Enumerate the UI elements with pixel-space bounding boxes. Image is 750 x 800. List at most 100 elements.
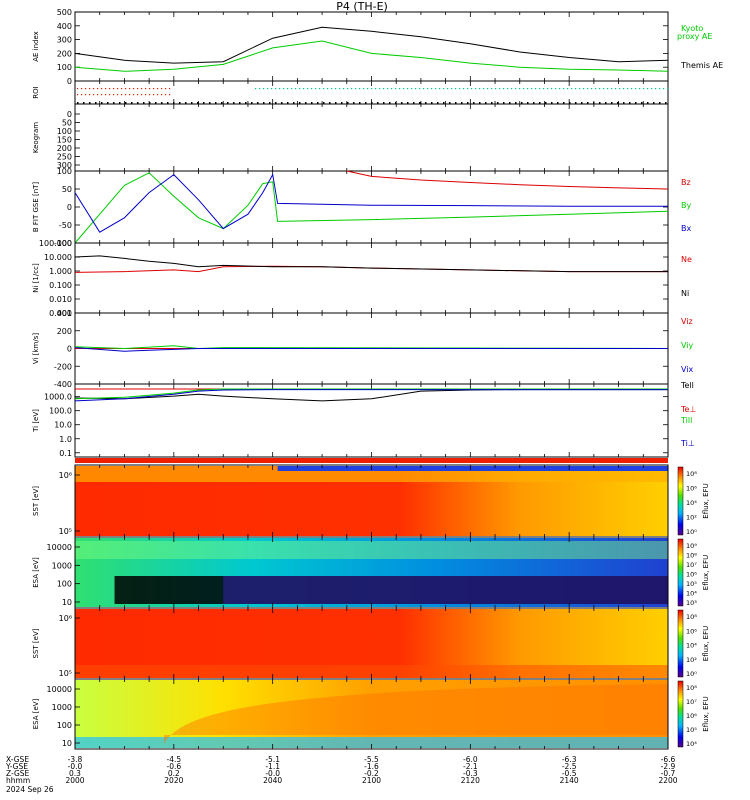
colorbar-gradient [677, 466, 684, 536]
roi-marker [291, 88, 293, 90]
y-tick-label: 10 [62, 598, 72, 607]
roi-marker [239, 102, 241, 104]
roi-marker [173, 102, 175, 104]
legend-ti-: Ti⊥ [680, 439, 695, 448]
roi-marker [431, 88, 433, 90]
y-axis-label: ESA [eV] [32, 557, 40, 588]
y-tick-label: 10⁶ [59, 471, 72, 480]
roi-marker [221, 102, 223, 104]
ephemeris-value: 2020 [164, 776, 183, 785]
roi-marker [555, 88, 557, 90]
colorbar-label: Eflux, EFU [702, 555, 710, 590]
esa-electron-high-band [75, 541, 668, 559]
roi-marker [89, 88, 91, 90]
roi-marker [619, 88, 621, 90]
roi-marker [583, 88, 585, 90]
roi-marker [77, 94, 79, 96]
roi-marker [443, 102, 445, 104]
y-tick-label: 10.0 [54, 421, 72, 430]
series-kyoto-proxy-ae [74, 40, 669, 72]
legend-kyoto-proxy-ae-2: proxy AE [677, 32, 712, 41]
roi-marker [467, 88, 469, 90]
roi-marker [149, 94, 151, 96]
roi-marker [475, 88, 477, 90]
ephemeris-value: 0.2 [168, 769, 180, 778]
y-tick-label: 1.0 [59, 435, 72, 444]
colorbar-tick-label: 10³ [686, 599, 697, 607]
roi-marker [569, 102, 571, 104]
ephemeris-value: -0.2 [364, 769, 379, 778]
roi-marker [419, 88, 421, 90]
roi-marker [387, 88, 389, 90]
roi-marker [113, 88, 115, 90]
roi-marker [153, 88, 155, 90]
roi-marker [485, 102, 487, 104]
colorbar-tick-label: 10⁸ [686, 613, 697, 621]
roi-marker [153, 94, 155, 96]
series-themis-ae [74, 26, 669, 64]
roi-marker [293, 102, 295, 104]
esa-ion-hot-population [163, 684, 668, 744]
roi-marker [145, 94, 147, 96]
y-tick-label: 0.010 [49, 295, 72, 304]
ephemeris-value: -3.8 [68, 755, 83, 764]
roi-marker [665, 102, 667, 104]
roi-marker [459, 88, 461, 90]
colorbar-label: Eflux, EFU [702, 483, 710, 518]
y-tick-label: -400 [54, 380, 72, 389]
roi-marker [335, 88, 337, 90]
legend-te-: Te⊥ [680, 405, 696, 414]
roi-marker [149, 102, 151, 104]
roi-marker [341, 102, 343, 104]
roi-marker [605, 102, 607, 104]
ephemeris-value: -0.7 [661, 769, 676, 778]
colorbar-tick-label: 10⁶ [686, 712, 697, 720]
roi-marker [379, 88, 381, 90]
roi-marker [581, 102, 583, 104]
y-tick-label: 10000 [47, 543, 72, 552]
roi-marker [623, 102, 625, 104]
roi-marker [521, 102, 523, 104]
ephemeris-value: -5.1 [265, 755, 280, 764]
roi-marker [595, 88, 597, 90]
roi-marker [129, 94, 131, 96]
roi-marker [101, 94, 103, 96]
ephemeris-value: -2.9 [661, 762, 676, 771]
y-tick-label: 0 [67, 77, 72, 86]
roi-marker [185, 102, 187, 104]
roi-marker [407, 88, 409, 90]
y-tick-label: 100 [57, 721, 72, 730]
colorbar-tick-label: 10⁴ [686, 499, 697, 507]
plot-title: P4 (TH-E) [336, 0, 388, 13]
roi-marker [263, 88, 265, 90]
roi-marker [335, 102, 337, 104]
roi-marker [623, 88, 625, 90]
roi-marker [365, 102, 367, 104]
roi-marker [593, 102, 595, 104]
roi-marker [161, 94, 163, 96]
y-axis-label: AE index [32, 31, 40, 62]
y-axis-label: SST [eV] [32, 628, 40, 658]
panel-esa_ion: ESA [eV] 10000 1000 100 10 10⁸ 10⁷ 10⁶ 10⁵ 10⁴ Efl… [32, 678, 710, 750]
roi-marker [653, 102, 655, 104]
roi-marker [391, 88, 393, 90]
roi-marker [287, 102, 289, 104]
roi-marker [107, 102, 109, 104]
ephemeris-value: -2.1 [463, 762, 478, 771]
roi-marker [371, 102, 373, 104]
roi-marker [425, 102, 427, 104]
y-axis-label: Ni [1/cc] [32, 263, 40, 293]
ephemeris-value: 2000 [65, 776, 84, 785]
roi-marker [157, 94, 159, 96]
roi-marker [439, 88, 441, 90]
roi-marker [427, 88, 429, 90]
panel-velocity: Vi [km/s] -400 -200 0 200 400 Viz Viy Vix [32, 309, 694, 389]
roi-marker [121, 94, 123, 96]
roi-marker [267, 88, 269, 90]
roi-marker [129, 88, 131, 90]
colorbar-tick-label: 10⁷ [686, 698, 697, 706]
y-tick-label: 200 [57, 327, 72, 336]
colorbar-tick-label: 10⁶ [686, 627, 697, 635]
roi-marker [299, 88, 301, 90]
